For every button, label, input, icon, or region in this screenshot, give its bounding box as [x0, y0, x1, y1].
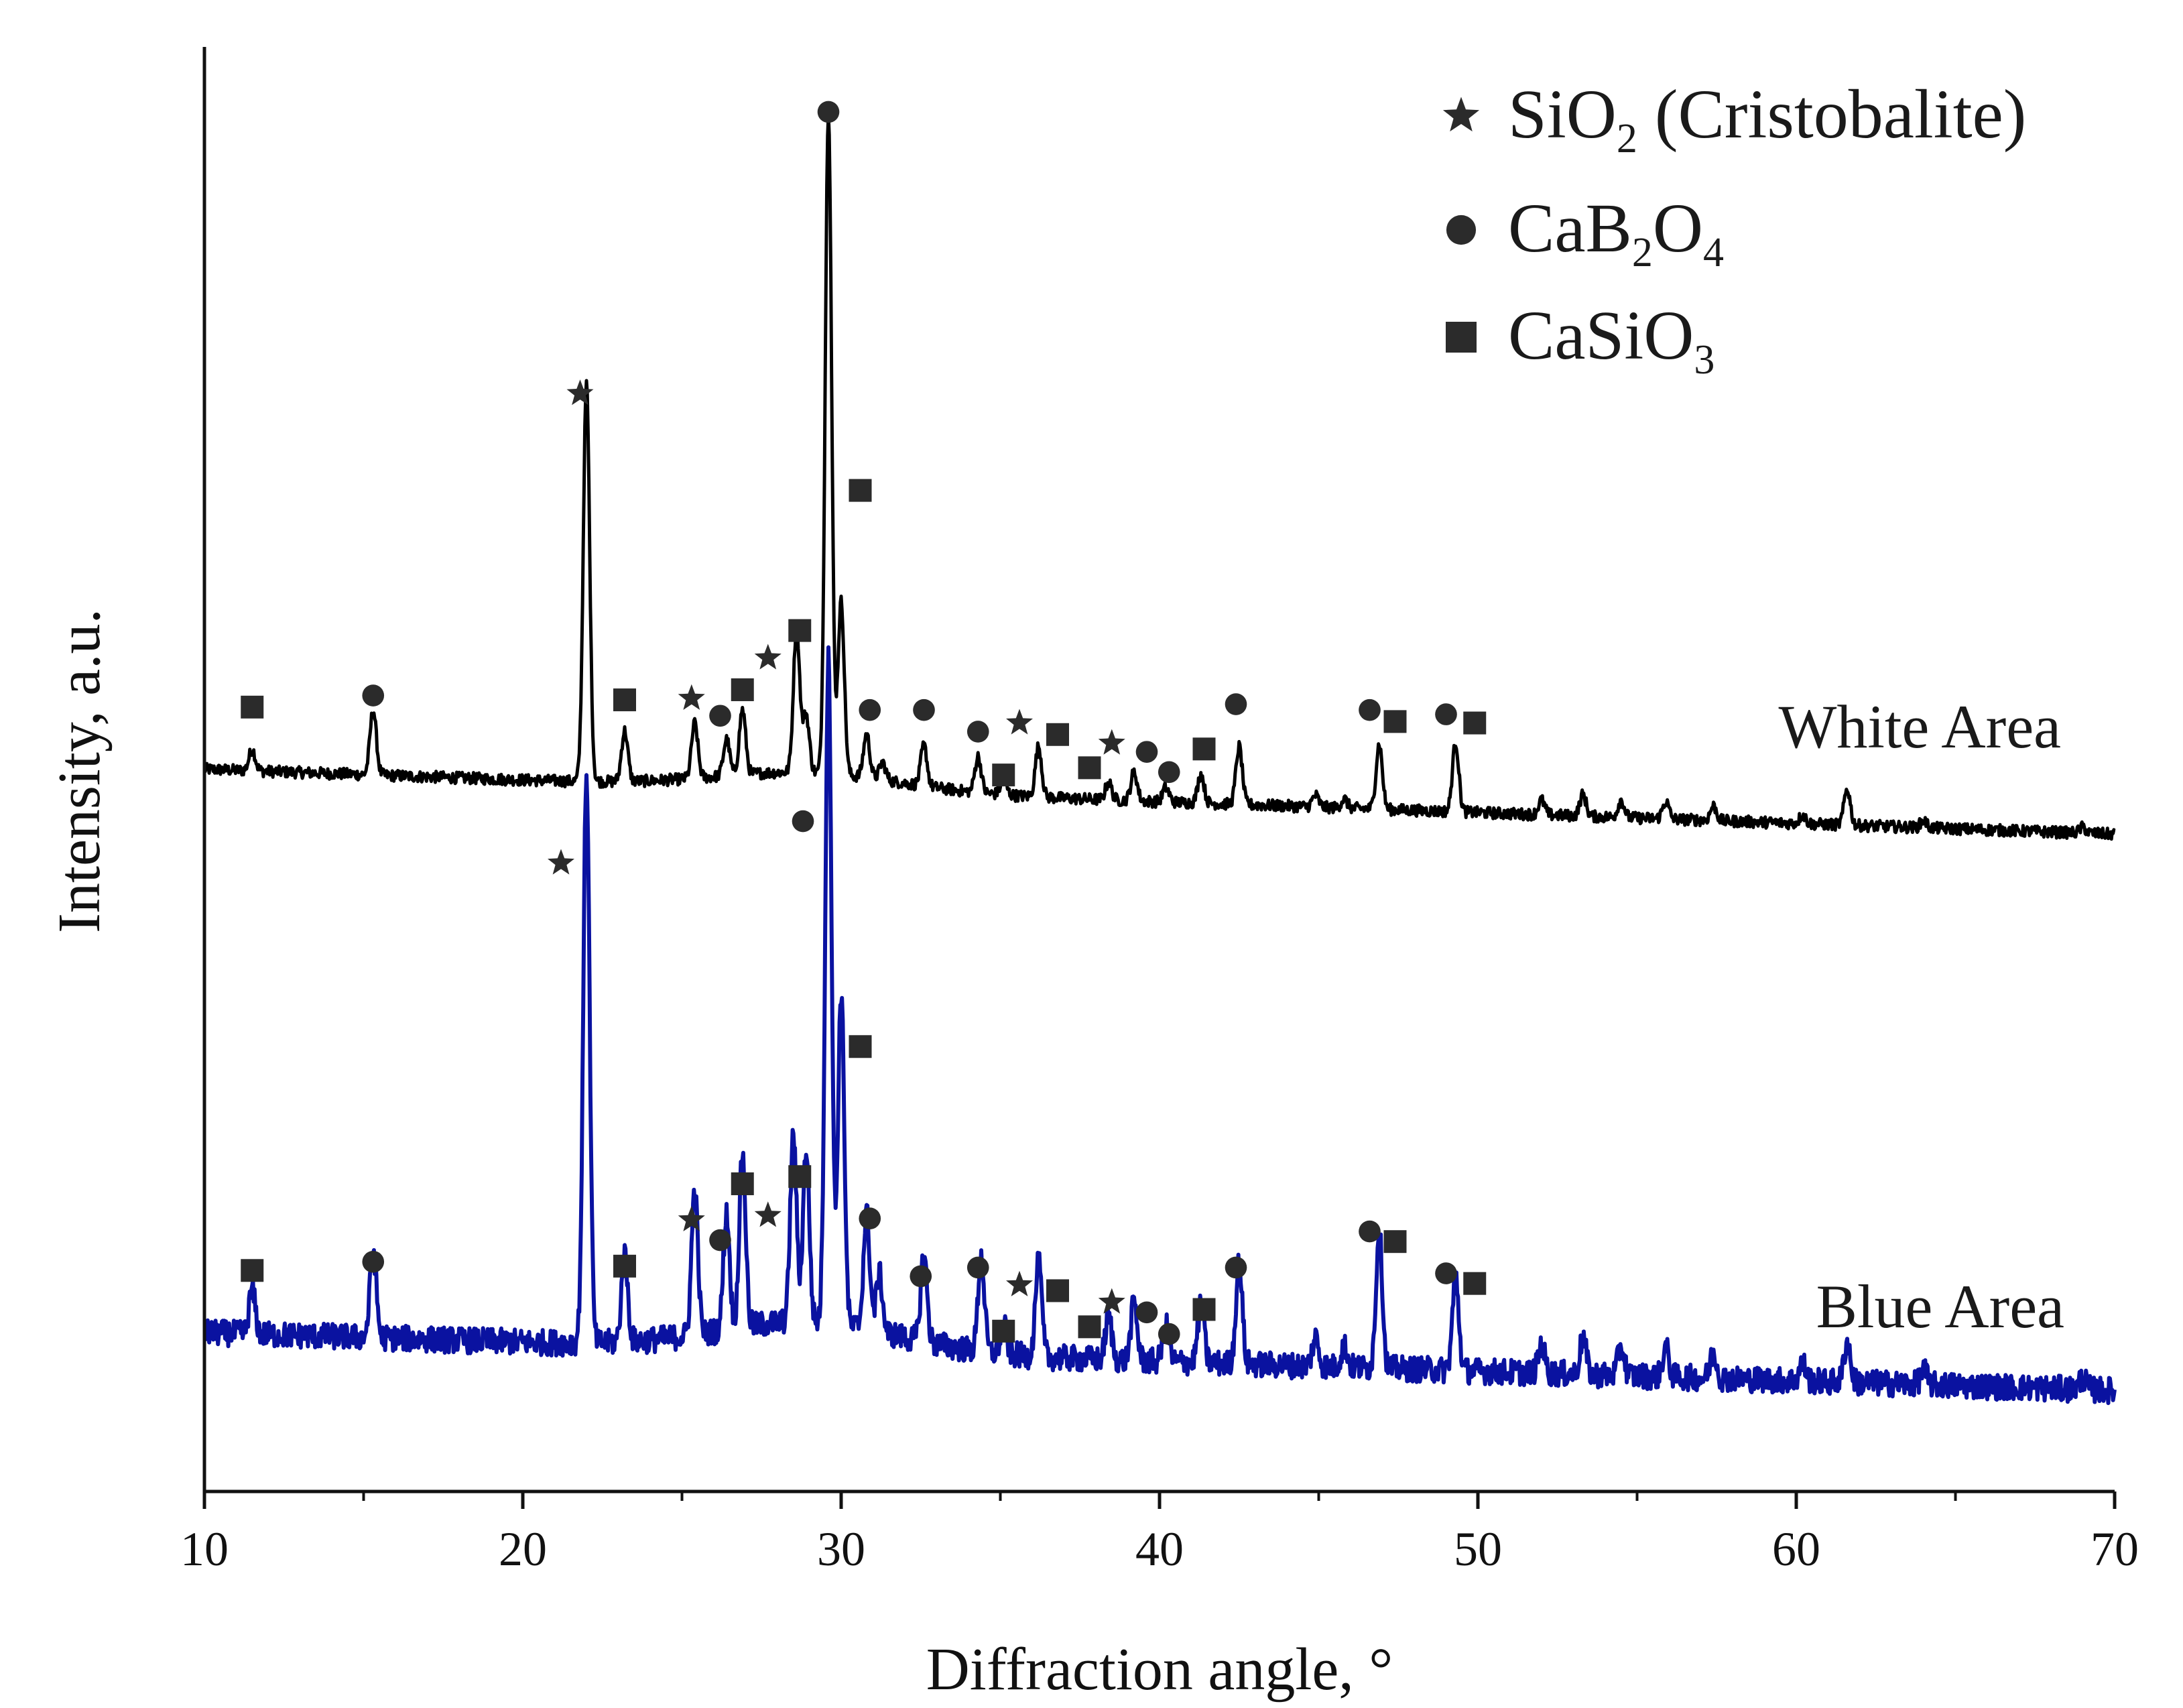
- series-line: [202, 645, 2117, 1406]
- legend-label-main: SiO: [1508, 76, 1617, 153]
- peak-marker-square: [1463, 711, 1487, 735]
- peak-marker-square: [1383, 710, 1407, 733]
- peak-marker-star: [566, 379, 594, 406]
- peak-marker-circle: [792, 810, 814, 833]
- series-label: Blue Area: [1816, 1272, 2064, 1341]
- peak-marker-circle: [1158, 1323, 1180, 1345]
- marker-group: [241, 810, 1487, 1345]
- x-tick-label: 60: [1772, 1522, 1820, 1576]
- series-white-area: White Area: [202, 101, 2116, 841]
- series-line: [202, 113, 2116, 841]
- legend-label-sub: 2: [1632, 230, 1653, 276]
- x-tick-label: 40: [1135, 1522, 1184, 1576]
- plot-area: White Area Blue Area: [202, 101, 2117, 1406]
- peak-marker-square: [1078, 1315, 1101, 1339]
- peak-marker-square: [1046, 1279, 1069, 1302]
- peak-marker-circle: [817, 101, 840, 123]
- peak-marker-square: [613, 688, 636, 712]
- peak-marker-square: [992, 764, 1015, 787]
- legend-label-sub: 3: [1694, 337, 1714, 383]
- peak-marker-square: [241, 1259, 264, 1282]
- peak-marker-square: [241, 695, 264, 719]
- peak-marker-circle: [1435, 703, 1457, 725]
- legend-square-icon: [1446, 322, 1477, 353]
- x-tick-label: 10: [180, 1522, 229, 1576]
- legend-label-sub: 2: [1617, 116, 1637, 162]
- legend-label-main: CaB: [1508, 190, 1632, 267]
- marker-group: [241, 101, 1487, 787]
- peak-marker-circle: [1435, 1262, 1457, 1284]
- legend-item: CaB2O4: [1446, 190, 1724, 276]
- peak-marker-square: [788, 619, 812, 642]
- legend-item: CaSiO3: [1446, 297, 1714, 383]
- peak-marker-square: [731, 678, 754, 701]
- x-tick-label: 20: [499, 1522, 547, 1576]
- x-ticks: 10 20 30 40 50 60 70: [180, 1491, 2139, 1576]
- peak-marker-circle: [709, 1229, 731, 1252]
- peak-marker-square: [992, 1319, 1015, 1343]
- peak-marker-circle: [1225, 693, 1247, 715]
- peak-marker-star: [1006, 709, 1033, 735]
- peak-marker-star: [754, 1201, 782, 1227]
- peak-marker-square: [1078, 756, 1101, 780]
- peak-marker-square: [849, 1035, 872, 1058]
- legend-label: CaSiO3: [1508, 297, 1714, 383]
- legend-label-main: CaSiO: [1508, 297, 1694, 374]
- peak-marker-square: [1192, 737, 1216, 761]
- peak-marker-circle: [1359, 1220, 1381, 1243]
- peak-marker-star: [754, 644, 782, 670]
- peak-marker-circle: [859, 698, 881, 721]
- legend-label: SiO2 (Cristobalite): [1508, 76, 2026, 162]
- peak-marker-star: [1098, 1288, 1125, 1314]
- legend-label-rest: O: [1653, 190, 1703, 267]
- peak-marker-square: [1463, 1272, 1487, 1295]
- peak-marker-circle: [910, 1265, 932, 1288]
- legend-label-rest: (Cristobalite): [1637, 76, 2027, 153]
- peak-marker-circle: [709, 705, 731, 727]
- peak-marker-circle: [859, 1207, 881, 1230]
- legend-item: SiO2 (Cristobalite): [1442, 76, 2026, 162]
- peak-marker-circle: [966, 1256, 989, 1279]
- peak-marker-square: [1046, 723, 1069, 746]
- peak-marker-star: [678, 684, 705, 710]
- legend-label-sub: 4: [1703, 230, 1724, 276]
- peak-marker-circle: [362, 1251, 385, 1273]
- legend-star-icon: [1442, 97, 1480, 132]
- peak-marker-square: [613, 1254, 636, 1278]
- peak-marker-circle: [1158, 761, 1180, 784]
- legend-circle-icon: [1446, 215, 1477, 245]
- peak-marker-circle: [1135, 1301, 1158, 1324]
- x-tick-label: 50: [1454, 1522, 1502, 1576]
- peak-marker-circle: [1359, 698, 1381, 721]
- peak-marker-star: [1098, 729, 1125, 755]
- series-blue-area: Blue Area: [202, 645, 2117, 1406]
- peak-marker-circle: [1135, 741, 1158, 763]
- series-label: White Area: [1779, 692, 2061, 761]
- peak-marker-star: [678, 1205, 705, 1231]
- y-axis-title: Intensity, a.u.: [46, 609, 113, 933]
- peak-marker-square: [731, 1172, 754, 1195]
- x-tick-label: 70: [2091, 1522, 2139, 1576]
- peak-marker-circle: [966, 721, 989, 743]
- peak-marker-square: [788, 1165, 812, 1188]
- peak-marker-star: [548, 849, 574, 875]
- legend-label: CaB2O4: [1508, 190, 1724, 276]
- x-axis-title: Diffraction angle, °: [926, 1636, 1393, 1703]
- peak-marker-circle: [913, 698, 935, 721]
- peak-marker-star: [1006, 1270, 1033, 1296]
- peak-marker-square: [1192, 1298, 1216, 1321]
- peak-marker-circle: [362, 684, 385, 707]
- peak-marker-square: [849, 479, 872, 502]
- peak-marker-square: [1383, 1230, 1407, 1254]
- peak-marker-circle: [1225, 1256, 1247, 1279]
- x-tick-label: 30: [817, 1522, 865, 1576]
